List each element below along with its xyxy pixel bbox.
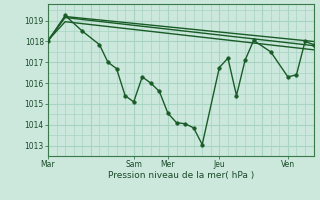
X-axis label: Pression niveau de la mer( hPa ): Pression niveau de la mer( hPa ) (108, 171, 254, 180)
